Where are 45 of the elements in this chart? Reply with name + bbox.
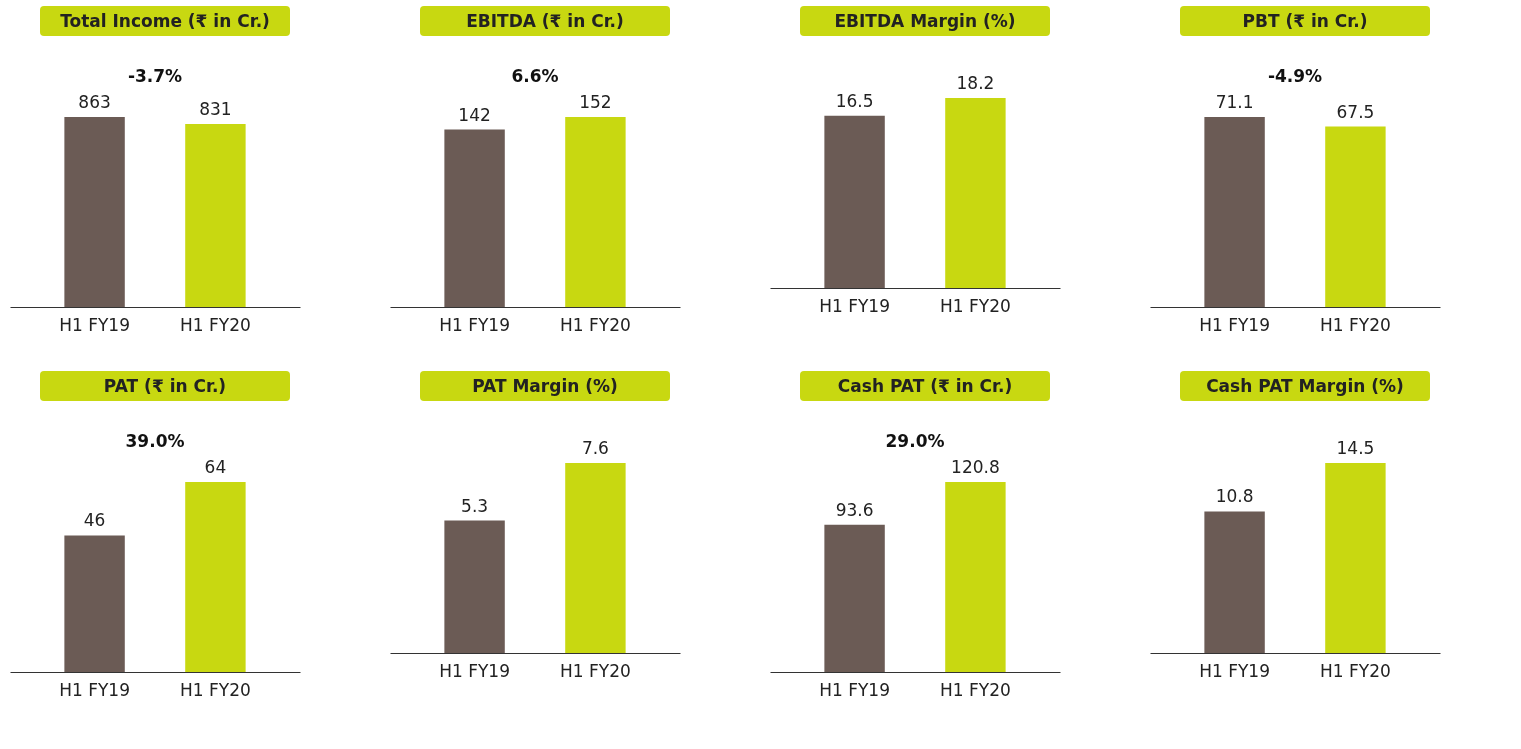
x-tick-label: H1 FY20 xyxy=(180,679,251,700)
data-label: 5.3 xyxy=(461,495,489,516)
data-label: 18.2 xyxy=(956,73,995,93)
data-label: 863 xyxy=(78,92,111,112)
text: -4.9% xyxy=(1267,66,1323,86)
chart-title: EBITDA (₹ in Cr.) xyxy=(420,6,670,36)
chart-title: Cash PAT (₹ in Cr.) xyxy=(800,371,1050,401)
data-label: 152 xyxy=(579,92,612,112)
data-label: 831 xyxy=(199,99,232,120)
x-tick-label: H1 FY19 xyxy=(1199,660,1270,681)
chart-title: PAT (₹ in Cr.) xyxy=(40,371,290,401)
x-tick-label: H1 FY20 xyxy=(180,314,251,335)
x-tick-label: H1 FY19 xyxy=(819,679,890,700)
x-tick-label: H1 FY20 xyxy=(560,660,631,681)
chart-title: PBT (₹ in Cr.) xyxy=(1180,6,1430,36)
data-label: 93.6 xyxy=(835,499,874,520)
x-tick-label: H1 FY19 xyxy=(819,295,890,316)
x-tick-label: H1 FY19 xyxy=(439,660,510,681)
data-label: 16.5 xyxy=(835,90,874,111)
chart-title: Cash PAT Margin (%) xyxy=(1180,371,1430,401)
data-label: 120.8 xyxy=(951,457,1000,477)
text: 6.6% xyxy=(511,66,559,86)
x-tick-label: H1 FY19 xyxy=(59,679,130,700)
data-label: 7.6 xyxy=(581,438,609,458)
x-tick-label: H1 FY20 xyxy=(940,295,1011,316)
text: 39.0% xyxy=(125,431,185,451)
text: 29.0% xyxy=(885,431,945,451)
x-tick-label: H1 FY19 xyxy=(439,314,510,335)
chart-title: Total Income (₹ in Cr.) xyxy=(40,6,290,36)
x-tick-label: H1 FY19 xyxy=(59,314,130,335)
x-tick-label: H1 FY20 xyxy=(1320,314,1391,335)
data-label: 64 xyxy=(204,457,227,477)
x-tick-label: H1 FY20 xyxy=(940,679,1011,700)
x-tick-label: H1 FY20 xyxy=(1320,660,1391,681)
x-tick-label: H1 FY20 xyxy=(560,314,631,335)
chart-title: EBITDA Margin (%) xyxy=(800,6,1050,36)
data-label: 10.8 xyxy=(1215,486,1254,507)
x-tick-label: H1 FY19 xyxy=(1199,314,1270,335)
data-label: 142 xyxy=(458,104,491,125)
chart-title: PAT Margin (%) xyxy=(420,371,670,401)
data-label: 46 xyxy=(83,510,106,531)
text: -3.7% xyxy=(127,66,183,86)
data-label: 71.1 xyxy=(1215,92,1254,112)
data-label: 67.5 xyxy=(1336,101,1375,122)
data-label: 14.5 xyxy=(1336,438,1375,458)
